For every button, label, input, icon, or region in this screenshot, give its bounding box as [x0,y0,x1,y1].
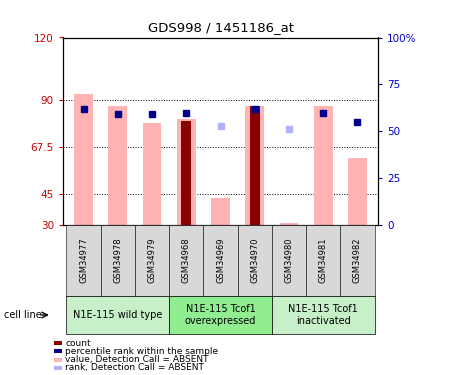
Bar [279,223,298,225]
Text: GSM34982: GSM34982 [353,238,362,284]
Bar [211,198,230,225]
Text: count: count [65,339,91,348]
Bar [143,123,162,225]
Title: GDS998 / 1451186_at: GDS998 / 1451186_at [148,21,293,33]
Bar [250,106,260,225]
Bar [314,106,333,225]
Text: rank, Detection Call = ABSENT: rank, Detection Call = ABSENT [65,363,204,372]
Bar [177,119,196,225]
Bar [108,106,127,225]
Text: GSM34969: GSM34969 [216,238,225,284]
Bar [181,121,191,225]
Text: GSM34978: GSM34978 [113,238,122,284]
Bar [245,106,264,225]
Bar [74,94,93,225]
Text: GSM34981: GSM34981 [319,238,328,284]
Text: GSM34980: GSM34980 [284,238,293,284]
Text: GSM34977: GSM34977 [79,238,88,284]
Bar [348,158,367,225]
Text: N1E-115 wild type: N1E-115 wild type [73,310,162,320]
Text: GSM34979: GSM34979 [148,238,157,284]
Text: percentile rank within the sample: percentile rank within the sample [65,347,218,356]
Text: value, Detection Call = ABSENT: value, Detection Call = ABSENT [65,355,209,364]
Text: cell line: cell line [4,310,42,320]
Text: N1E-115 Tcof1
inactivated: N1E-115 Tcof1 inactivated [288,304,358,326]
Text: GSM34968: GSM34968 [182,238,191,284]
Text: GSM34970: GSM34970 [250,238,259,284]
Text: N1E-115 Tcof1
overexpressed: N1E-115 Tcof1 overexpressed [185,304,256,326]
